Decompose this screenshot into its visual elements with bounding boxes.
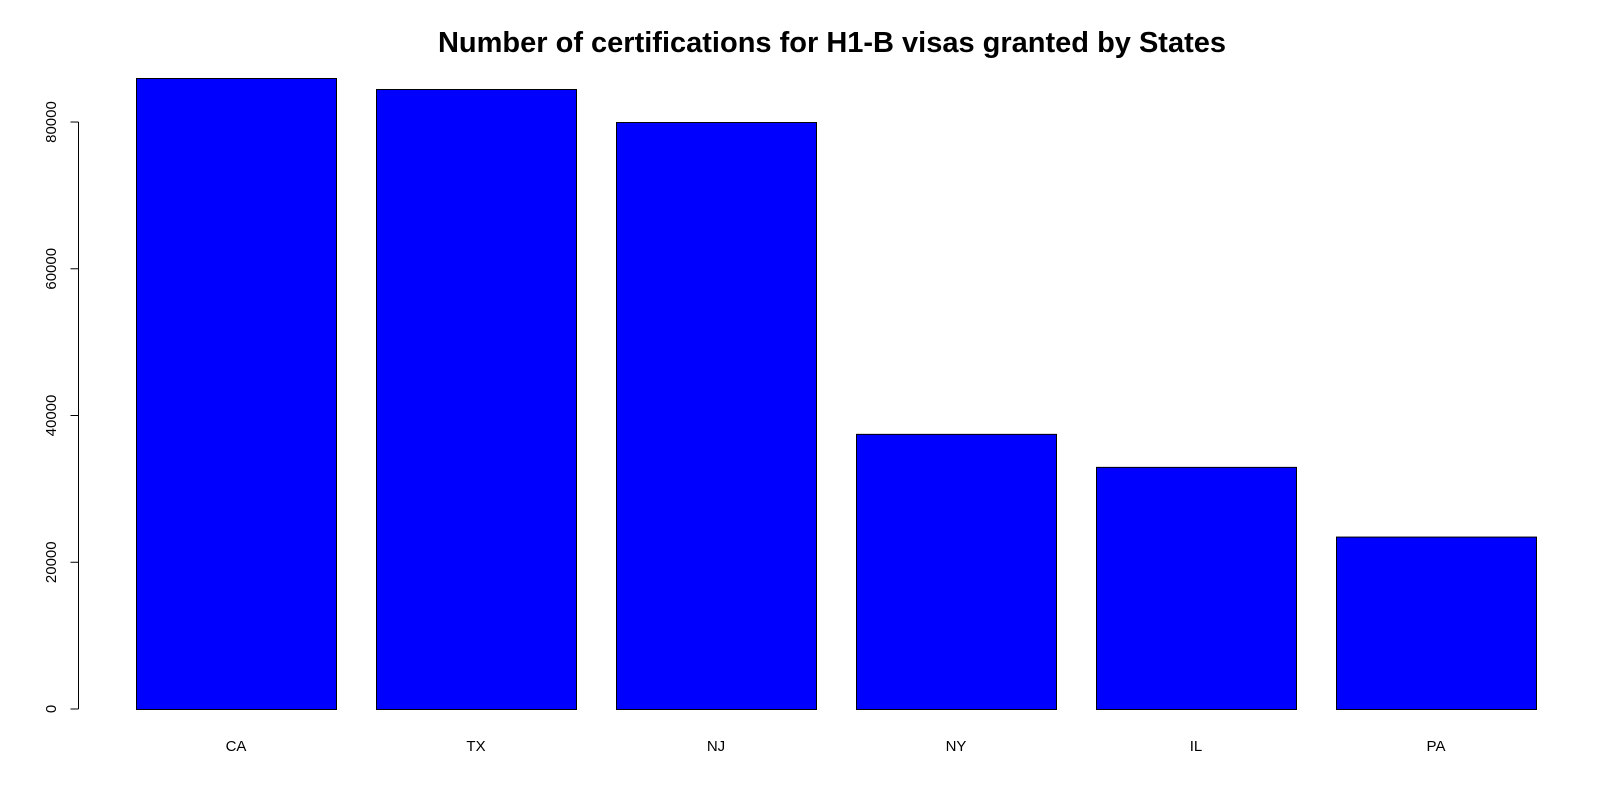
y-tick-label: 80000 — [43, 101, 60, 143]
y-axis: 0 20000 40000 60000 80000 — [43, 101, 79, 713]
x-axis-labels: CA TX NJ NY IL PA — [226, 738, 1446, 755]
y-tick-label: 40000 — [43, 395, 60, 437]
y-tick-label: 20000 — [43, 541, 60, 583]
bar-tx — [376, 89, 577, 711]
x-tick-label-ca: CA — [226, 738, 247, 755]
chart-title: Number of certifications for H1-B visas … — [438, 27, 1226, 59]
x-tick-label-il: IL — [1190, 738, 1203, 755]
x-tick-label-pa: PA — [1427, 738, 1446, 755]
x-tick-label-ny: NY — [946, 738, 967, 755]
y-tick-label: 0 — [43, 705, 60, 713]
bar-ca — [136, 78, 337, 710]
x-tick-label-nj: NJ — [707, 738, 725, 755]
bar-series — [136, 78, 1537, 711]
bar-ny — [856, 433, 1057, 710]
bar-nj — [616, 122, 817, 710]
bar-pa — [1336, 536, 1537, 710]
bar-il — [1096, 466, 1297, 711]
x-tick-label-tx: TX — [466, 738, 485, 755]
y-tick-label: 60000 — [43, 248, 60, 290]
